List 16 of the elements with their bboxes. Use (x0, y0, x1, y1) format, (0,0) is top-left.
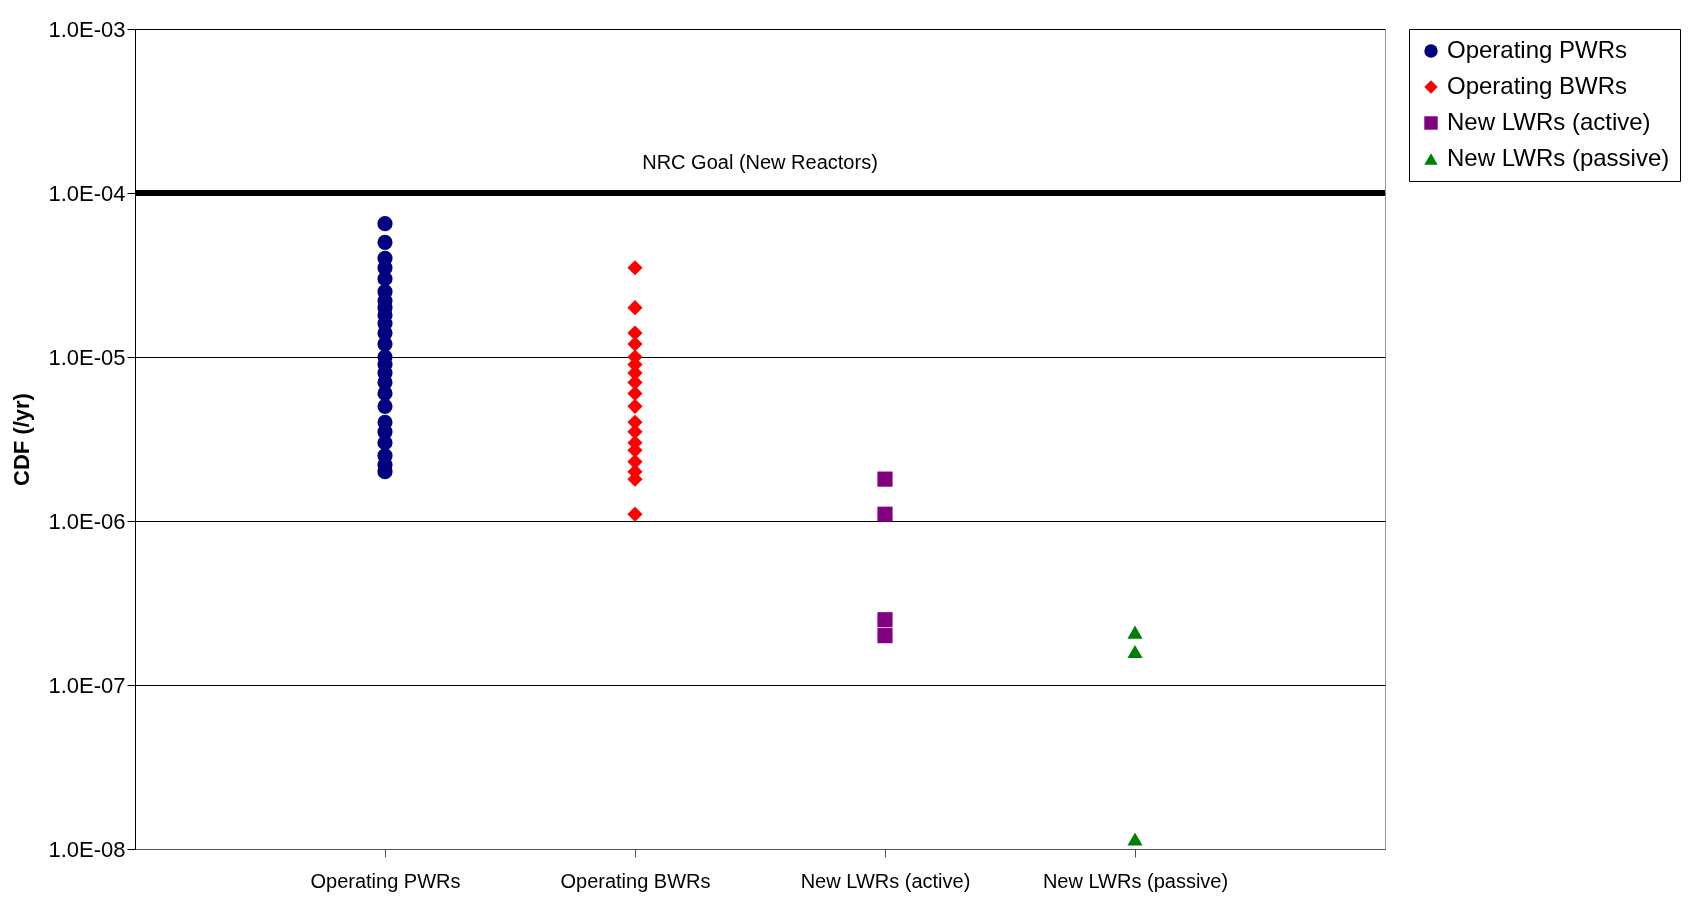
x-tick-label: New LWRs (passive) (1042, 869, 1229, 892)
legend-label: Operating PWRs (1447, 36, 1628, 63)
y-tick-label: 1.0E-06 (48, 508, 126, 534)
y-axis-title: CDF (/yr) (9, 393, 35, 486)
x-tick-label: Operating PWRs (310, 869, 461, 892)
y-tick-label: 1.0E-05 (48, 344, 126, 370)
y-tick-label: 1.0E-03 (48, 16, 126, 42)
legend-label: New LWRs (passive) (1447, 144, 1670, 171)
y-tick-label: 1.0E-08 (48, 836, 126, 862)
legend-label: New LWRs (active) (1447, 108, 1651, 135)
x-tick-label: New LWRs (active) (800, 869, 971, 892)
y-tick-label: 1.0E-04 (48, 180, 126, 206)
ref-line-label: NRC Goal (New Reactors) (642, 151, 878, 173)
legend-label: Operating BWRs (1447, 72, 1628, 99)
y-tick-label: 1.0E-07 (48, 672, 126, 698)
x-tick-label: Operating BWRs (560, 869, 711, 892)
